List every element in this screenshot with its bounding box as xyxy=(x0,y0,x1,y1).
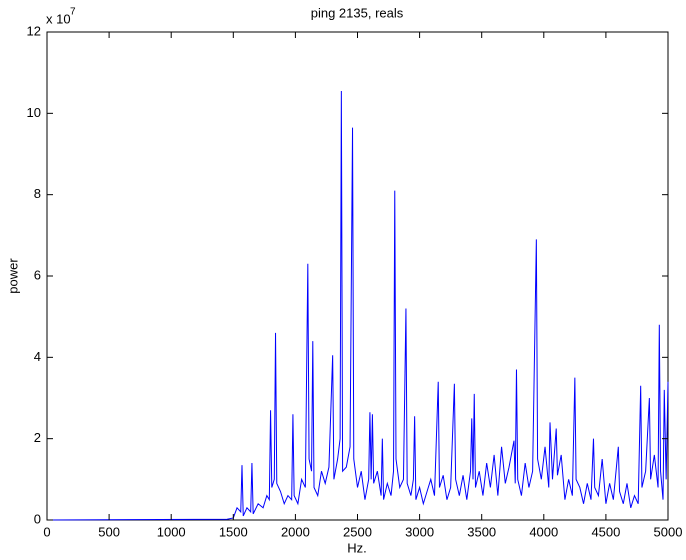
x-tick-label: 2000 xyxy=(281,524,310,539)
y-tick-label: 4 xyxy=(34,349,41,364)
y-tick-label: 0 xyxy=(34,511,41,526)
x-axis-label: Hz. xyxy=(347,540,367,555)
y-scale-exponent: 7 xyxy=(70,7,76,18)
x-tick-label: 3000 xyxy=(405,524,434,539)
y-axis-label: power xyxy=(5,258,20,294)
x-tick-label: 2500 xyxy=(343,524,372,539)
x-tick-label: 500 xyxy=(98,524,120,539)
y-tick-label: 12 xyxy=(27,23,41,38)
x-tick-label: 0 xyxy=(43,524,50,539)
y-tick-label: 10 xyxy=(27,105,41,120)
y-tick-label: 8 xyxy=(34,186,41,201)
data-line xyxy=(46,90,669,521)
x-tick-label: 4500 xyxy=(591,524,620,539)
y-tick-label: 6 xyxy=(34,267,41,282)
y-tick-label: 2 xyxy=(34,430,41,445)
axes-box xyxy=(46,31,669,521)
x-tick-label: 5000 xyxy=(654,524,683,539)
x-tick-label: 1000 xyxy=(157,524,186,539)
x-tick-label: 4000 xyxy=(529,524,558,539)
y-scale-base: x 10 xyxy=(46,11,71,26)
chart-title: ping 2135, reals xyxy=(311,5,404,20)
x-tick-label: 3500 xyxy=(467,524,496,539)
x-tick-label: 1500 xyxy=(219,524,248,539)
